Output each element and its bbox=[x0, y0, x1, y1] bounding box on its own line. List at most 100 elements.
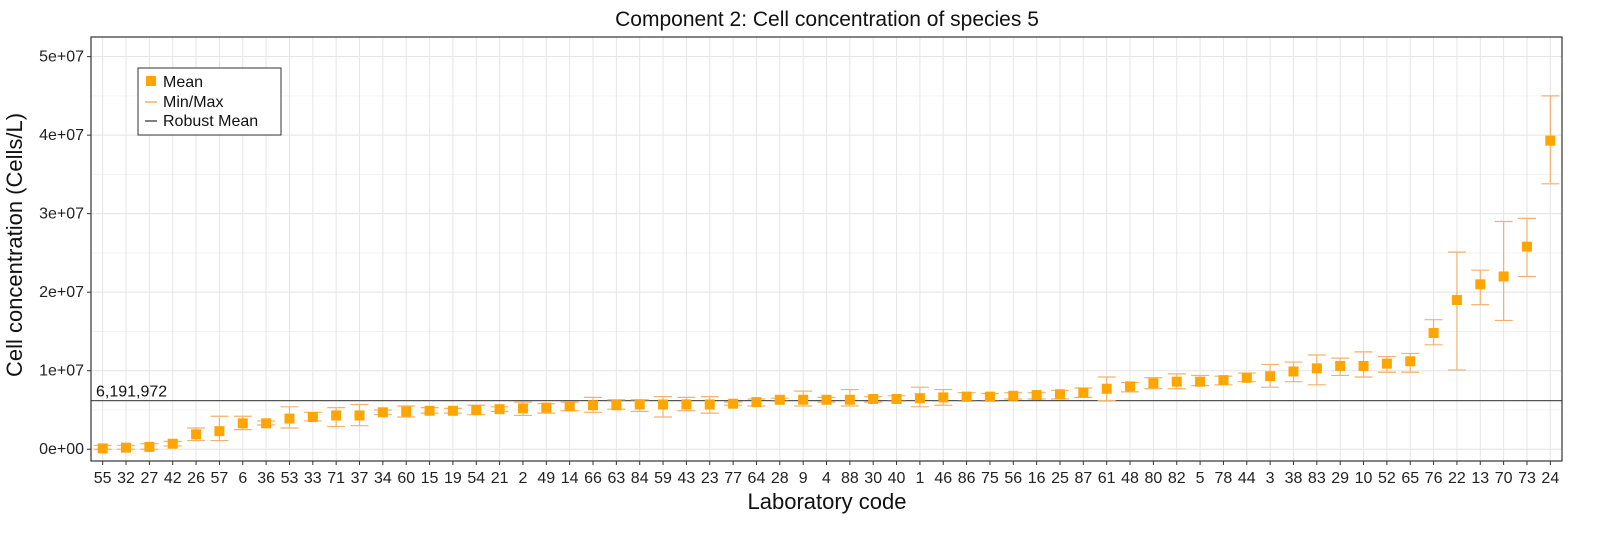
mean-point-34 bbox=[377, 407, 388, 418]
mean-point-87 bbox=[1078, 387, 1089, 398]
x-tick-label: 34 bbox=[374, 470, 392, 487]
x-tick-label: 73 bbox=[1518, 470, 1536, 487]
mean-point-1 bbox=[914, 393, 925, 404]
mean-point-6 bbox=[237, 418, 248, 429]
x-tick-label: 27 bbox=[140, 470, 158, 487]
mean-point-59 bbox=[658, 399, 669, 410]
mean-point-32 bbox=[121, 442, 132, 453]
mean-point-56 bbox=[1008, 390, 1019, 401]
mean-point-48 bbox=[1125, 381, 1136, 392]
mean-point-86 bbox=[961, 391, 972, 402]
mean-point-15 bbox=[424, 405, 435, 416]
mean-point-88 bbox=[844, 394, 855, 405]
errorbar-22 bbox=[1447, 251, 1466, 371]
mean-point-43 bbox=[681, 399, 692, 410]
x-tick-label: 64 bbox=[748, 470, 766, 487]
x-tick-label: 52 bbox=[1378, 470, 1396, 487]
mean-point-83 bbox=[1311, 363, 1322, 374]
x-tick-label: 63 bbox=[607, 470, 625, 487]
x-tick-label: 82 bbox=[1168, 470, 1186, 487]
legend-box bbox=[137, 67, 282, 136]
mean-point-55 bbox=[97, 443, 108, 454]
x-tick-label: 77 bbox=[724, 470, 742, 487]
x-tick-label: 36 bbox=[257, 470, 275, 487]
x-tick-label: 16 bbox=[1028, 470, 1046, 487]
legend-mean-swatch bbox=[146, 76, 156, 86]
x-tick-label: 24 bbox=[1541, 470, 1559, 487]
mean-point-77 bbox=[728, 398, 739, 409]
errorbar-70 bbox=[1494, 220, 1513, 322]
mean-point-19 bbox=[447, 405, 458, 416]
x-tick-label: 3 bbox=[1266, 470, 1275, 487]
mean-point-63 bbox=[611, 400, 622, 411]
x-tick-label: 10 bbox=[1355, 470, 1373, 487]
x-tick-label: 75 bbox=[981, 470, 999, 487]
x-tick-label: 86 bbox=[958, 470, 976, 487]
mean-point-73 bbox=[1521, 241, 1532, 252]
mean-point-66 bbox=[588, 400, 599, 411]
mean-point-46 bbox=[938, 392, 949, 403]
x-tick-label: 70 bbox=[1495, 470, 1513, 487]
x-tick-label: 55 bbox=[94, 470, 112, 487]
x-tick-label: 65 bbox=[1401, 470, 1419, 487]
x-tick-label: 57 bbox=[211, 470, 229, 487]
x-tick-label: 59 bbox=[654, 470, 672, 487]
x-tick-label: 80 bbox=[1144, 470, 1162, 487]
y-tick-label: 4e+07 bbox=[39, 127, 84, 144]
y-tick-label: 0e+00 bbox=[39, 441, 84, 458]
x-tick-label: 76 bbox=[1425, 470, 1443, 487]
x-axis-title: Laboratory code bbox=[748, 489, 907, 514]
mean-point-60 bbox=[401, 406, 412, 417]
x-tick-label: 54 bbox=[467, 470, 485, 487]
mean-point-80 bbox=[1148, 378, 1159, 389]
x-tick-label: 5 bbox=[1196, 470, 1205, 487]
x-tick-label: 14 bbox=[561, 470, 579, 487]
mean-point-53 bbox=[284, 413, 295, 424]
x-tick-label: 43 bbox=[678, 470, 696, 487]
x-tick-label: 46 bbox=[934, 470, 952, 487]
mean-point-70 bbox=[1498, 271, 1509, 282]
mean-point-24 bbox=[1545, 135, 1556, 146]
y-axis-title: Cell concentration (Cells/L) bbox=[2, 113, 27, 377]
mean-point-29 bbox=[1335, 360, 1346, 371]
x-tick-label: 25 bbox=[1051, 470, 1069, 487]
x-tick-label: 32 bbox=[117, 470, 135, 487]
y-tick-label: 1e+07 bbox=[39, 363, 84, 380]
mean-point-61 bbox=[1101, 383, 1112, 394]
x-tick-label: 56 bbox=[1004, 470, 1022, 487]
mean-point-layer bbox=[97, 135, 1556, 454]
x-tick-label: 83 bbox=[1308, 470, 1326, 487]
mean-point-4 bbox=[821, 394, 832, 405]
x-axis: 55 32 27 42 26 57 6 36 53 33 71 37 34 60 15 19 54 21 2 49 14… bbox=[94, 461, 1559, 487]
mean-point-14 bbox=[564, 401, 575, 412]
legend-label-minmax: Min/Max bbox=[163, 94, 223, 111]
mean-point-9 bbox=[798, 394, 809, 405]
x-tick-label: 9 bbox=[799, 470, 808, 487]
x-tick-label: 71 bbox=[327, 470, 345, 487]
x-tick-label: 21 bbox=[491, 470, 509, 487]
mean-point-75 bbox=[984, 391, 995, 402]
x-tick-label: 37 bbox=[351, 470, 369, 487]
mean-point-78 bbox=[1218, 375, 1229, 386]
mean-point-65 bbox=[1405, 356, 1416, 367]
x-tick-label: 66 bbox=[584, 470, 602, 487]
mean-point-10 bbox=[1358, 360, 1369, 371]
x-tick-label: 87 bbox=[1074, 470, 1092, 487]
y-tick-label: 2e+07 bbox=[39, 284, 84, 301]
robust-mean-label: 6,191,972 bbox=[96, 384, 167, 401]
x-tick-label: 40 bbox=[888, 470, 906, 487]
x-tick-label: 49 bbox=[537, 470, 555, 487]
y-tick-label: 5e+07 bbox=[39, 49, 84, 66]
mean-point-38 bbox=[1288, 366, 1299, 377]
mean-point-33 bbox=[307, 412, 318, 423]
mean-point-44 bbox=[1241, 372, 1252, 383]
x-tick-label: 1 bbox=[915, 470, 924, 487]
x-tick-label: 28 bbox=[771, 470, 789, 487]
mean-point-28 bbox=[774, 394, 785, 405]
legend-label-robust-mean: Robust Mean bbox=[163, 113, 258, 130]
mean-point-13 bbox=[1475, 279, 1486, 290]
mean-point-16 bbox=[1031, 390, 1042, 401]
mean-point-49 bbox=[541, 402, 552, 413]
